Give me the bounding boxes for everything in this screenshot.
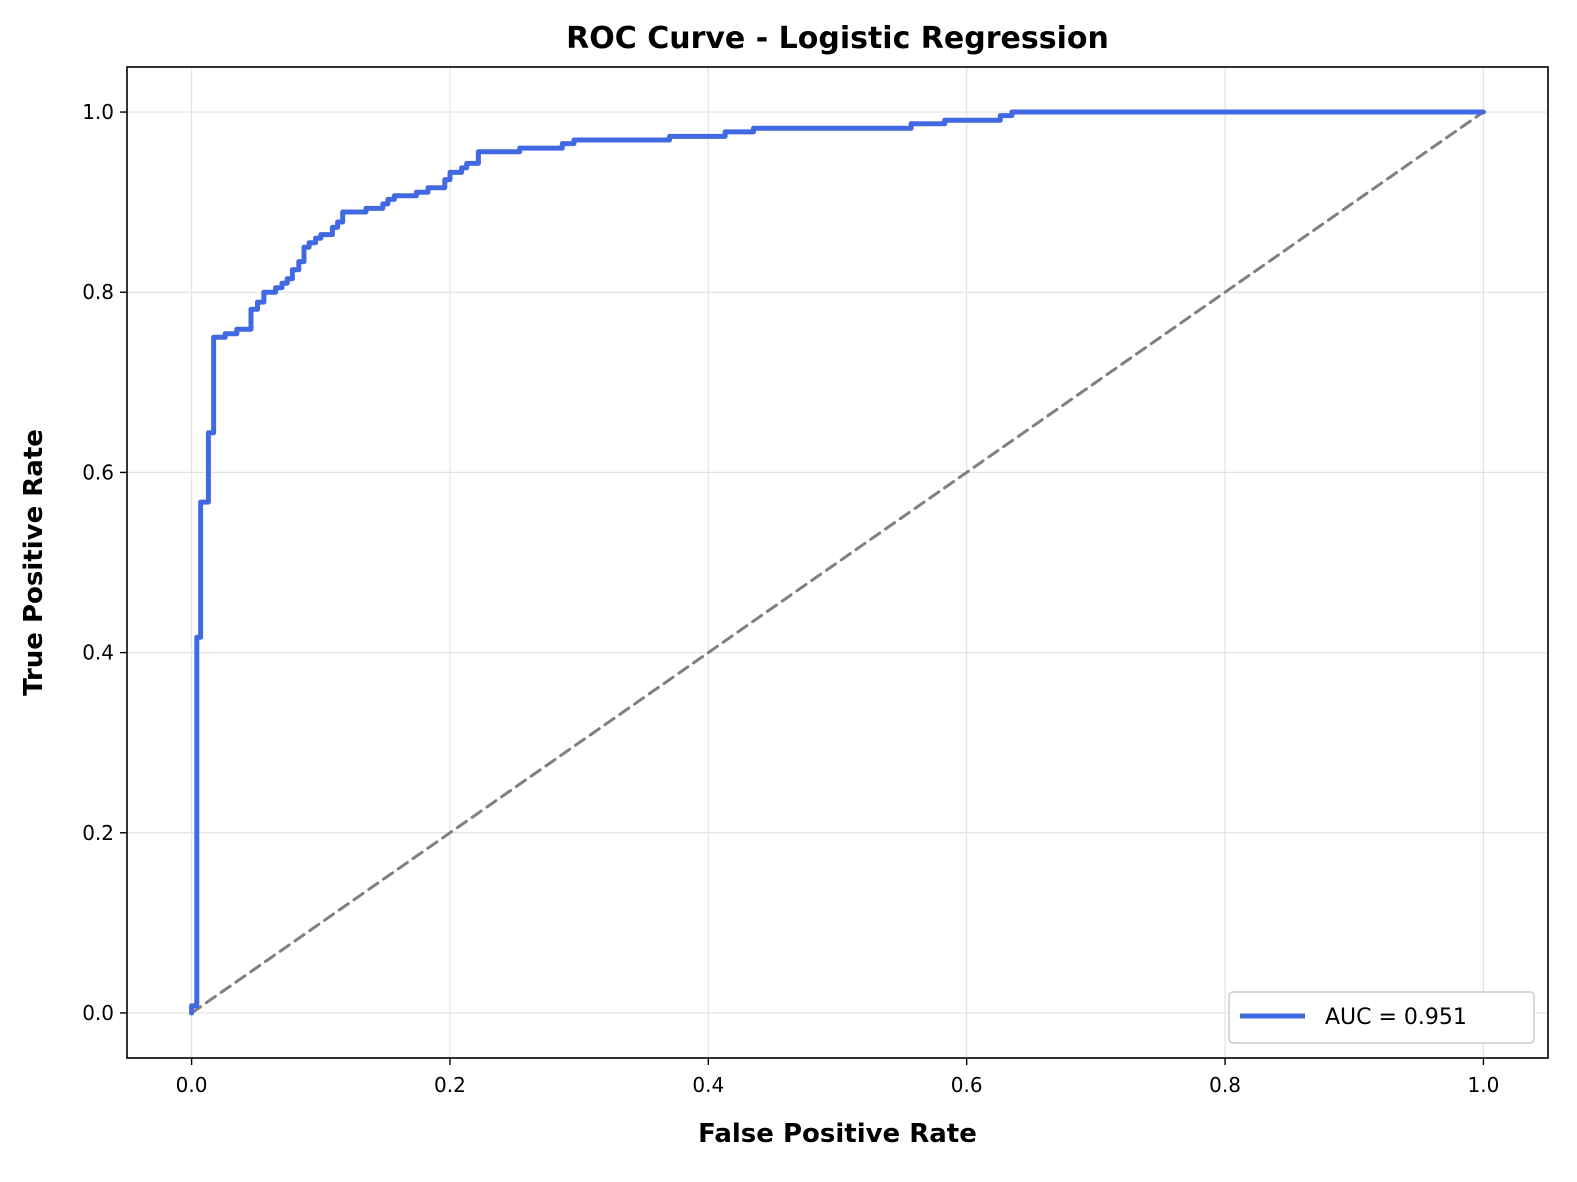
y-tick-label: 0.0 [82, 1001, 114, 1025]
x-tick-label: 0.4 [692, 1073, 724, 1097]
y-axis-title: True Positive Rate [19, 429, 49, 696]
y-tick-label: 0.4 [82, 641, 114, 665]
x-tick-label: 1.0 [1468, 1073, 1500, 1097]
legend: AUC = 0.951 [1228, 991, 1535, 1044]
plot-frame [126, 66, 1549, 1059]
chart-title: ROC Curve - Logistic Regression [566, 21, 1109, 56]
x-tick-label: 0.8 [1209, 1073, 1241, 1097]
y-tick-label: 0.8 [82, 280, 114, 304]
x-axis-title: False Positive Rate [698, 1119, 977, 1149]
x-tick-label: 0.0 [176, 1073, 208, 1097]
chance-diagonal-line [190, 110, 1485, 1015]
legend-label: AUC = 0.951 [1325, 1005, 1467, 1030]
x-tick-label: 0.6 [951, 1073, 983, 1097]
y-tick-label: 0.6 [82, 460, 114, 484]
roc-curve-line [189, 109, 1486, 1016]
x-tick-label: 0.2 [434, 1073, 466, 1097]
legend-box [1228, 991, 1535, 1044]
grid-lines [127, 67, 1548, 1058]
y-tick-label: 0.2 [82, 821, 114, 845]
axis-ticks: 0.0 0.2 0.4 0.6 0.8 1.0 0.0 0.2 0.4 0.6 0.8 1.0 [82, 100, 1499, 1097]
y-tick-label: 1.0 [82, 100, 114, 124]
series-layer [189, 109, 1486, 1016]
